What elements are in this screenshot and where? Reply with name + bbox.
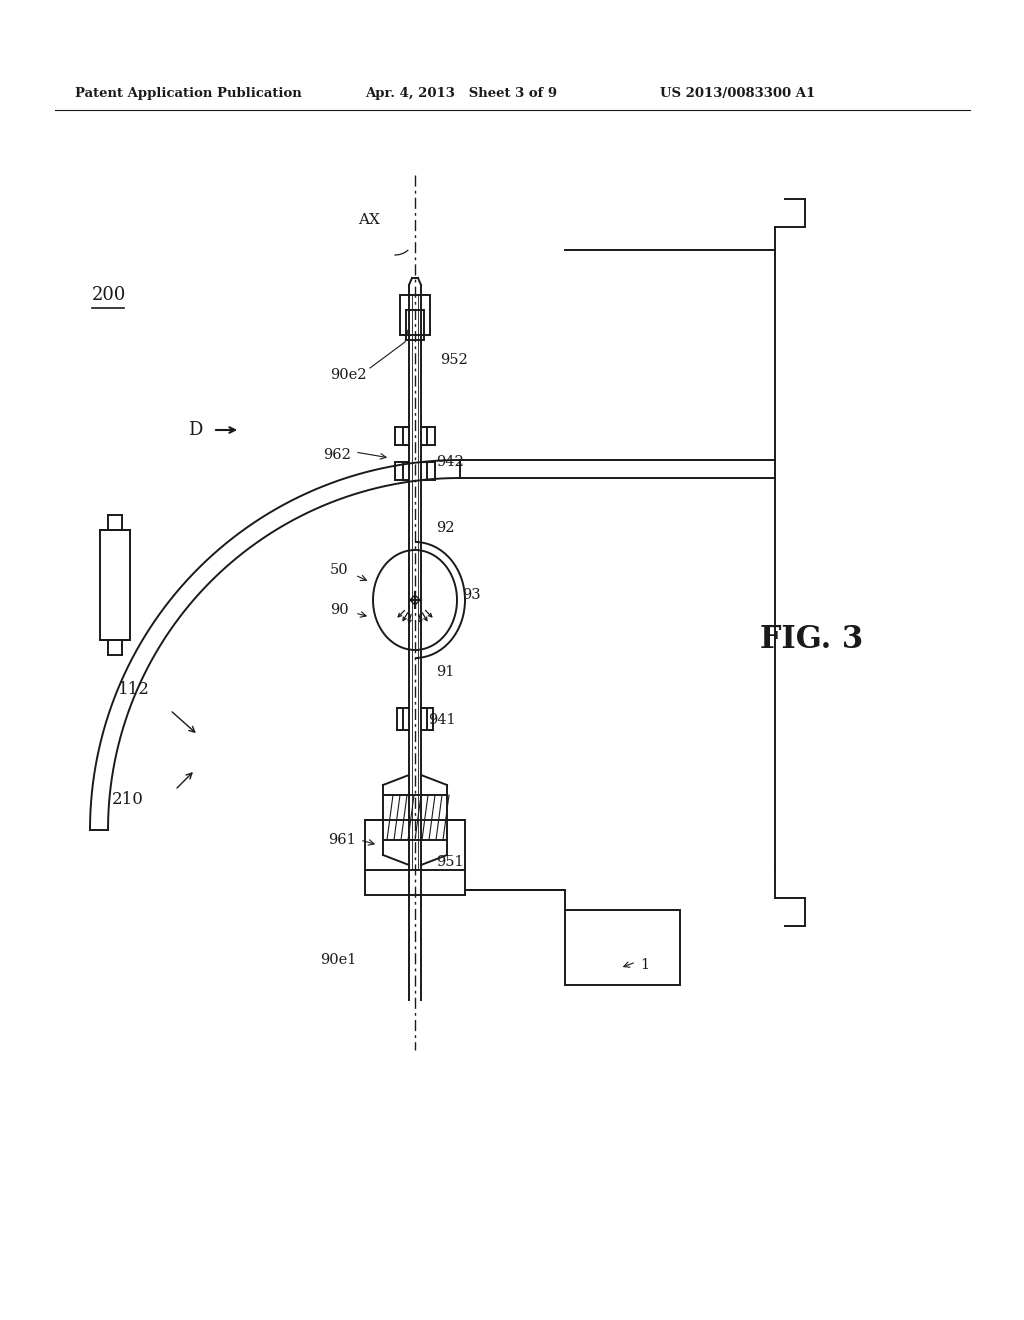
Bar: [100, 531, 130, 640]
Text: 90e2: 90e2: [330, 368, 367, 381]
Text: Patent Application Publication: Patent Application Publication: [75, 87, 302, 99]
Text: 210: 210: [112, 792, 144, 808]
Text: 91: 91: [436, 665, 455, 678]
Text: 961: 961: [328, 833, 355, 847]
Text: 90: 90: [330, 603, 348, 616]
Text: 50: 50: [330, 564, 348, 577]
Text: 941: 941: [428, 713, 456, 727]
Bar: [383, 795, 447, 840]
Text: Apr. 4, 2013   Sheet 3 of 9: Apr. 4, 2013 Sheet 3 of 9: [365, 87, 557, 99]
Bar: [400, 294, 430, 335]
Text: 952: 952: [440, 352, 468, 367]
Text: 90e1: 90e1: [319, 953, 356, 968]
Text: 951: 951: [436, 855, 464, 869]
Text: 200: 200: [92, 286, 126, 304]
Text: 112: 112: [118, 681, 150, 698]
Text: FIG. 3: FIG. 3: [760, 624, 863, 656]
Text: AX: AX: [358, 213, 380, 227]
Bar: [406, 310, 424, 341]
Text: 93: 93: [462, 587, 480, 602]
Text: US 2013/0083300 A1: US 2013/0083300 A1: [660, 87, 815, 99]
Bar: [565, 909, 680, 985]
Text: D: D: [188, 421, 203, 440]
Text: 942: 942: [436, 455, 464, 469]
Text: 92: 92: [436, 521, 455, 535]
Text: 962: 962: [323, 447, 351, 462]
Text: 1: 1: [640, 958, 649, 972]
